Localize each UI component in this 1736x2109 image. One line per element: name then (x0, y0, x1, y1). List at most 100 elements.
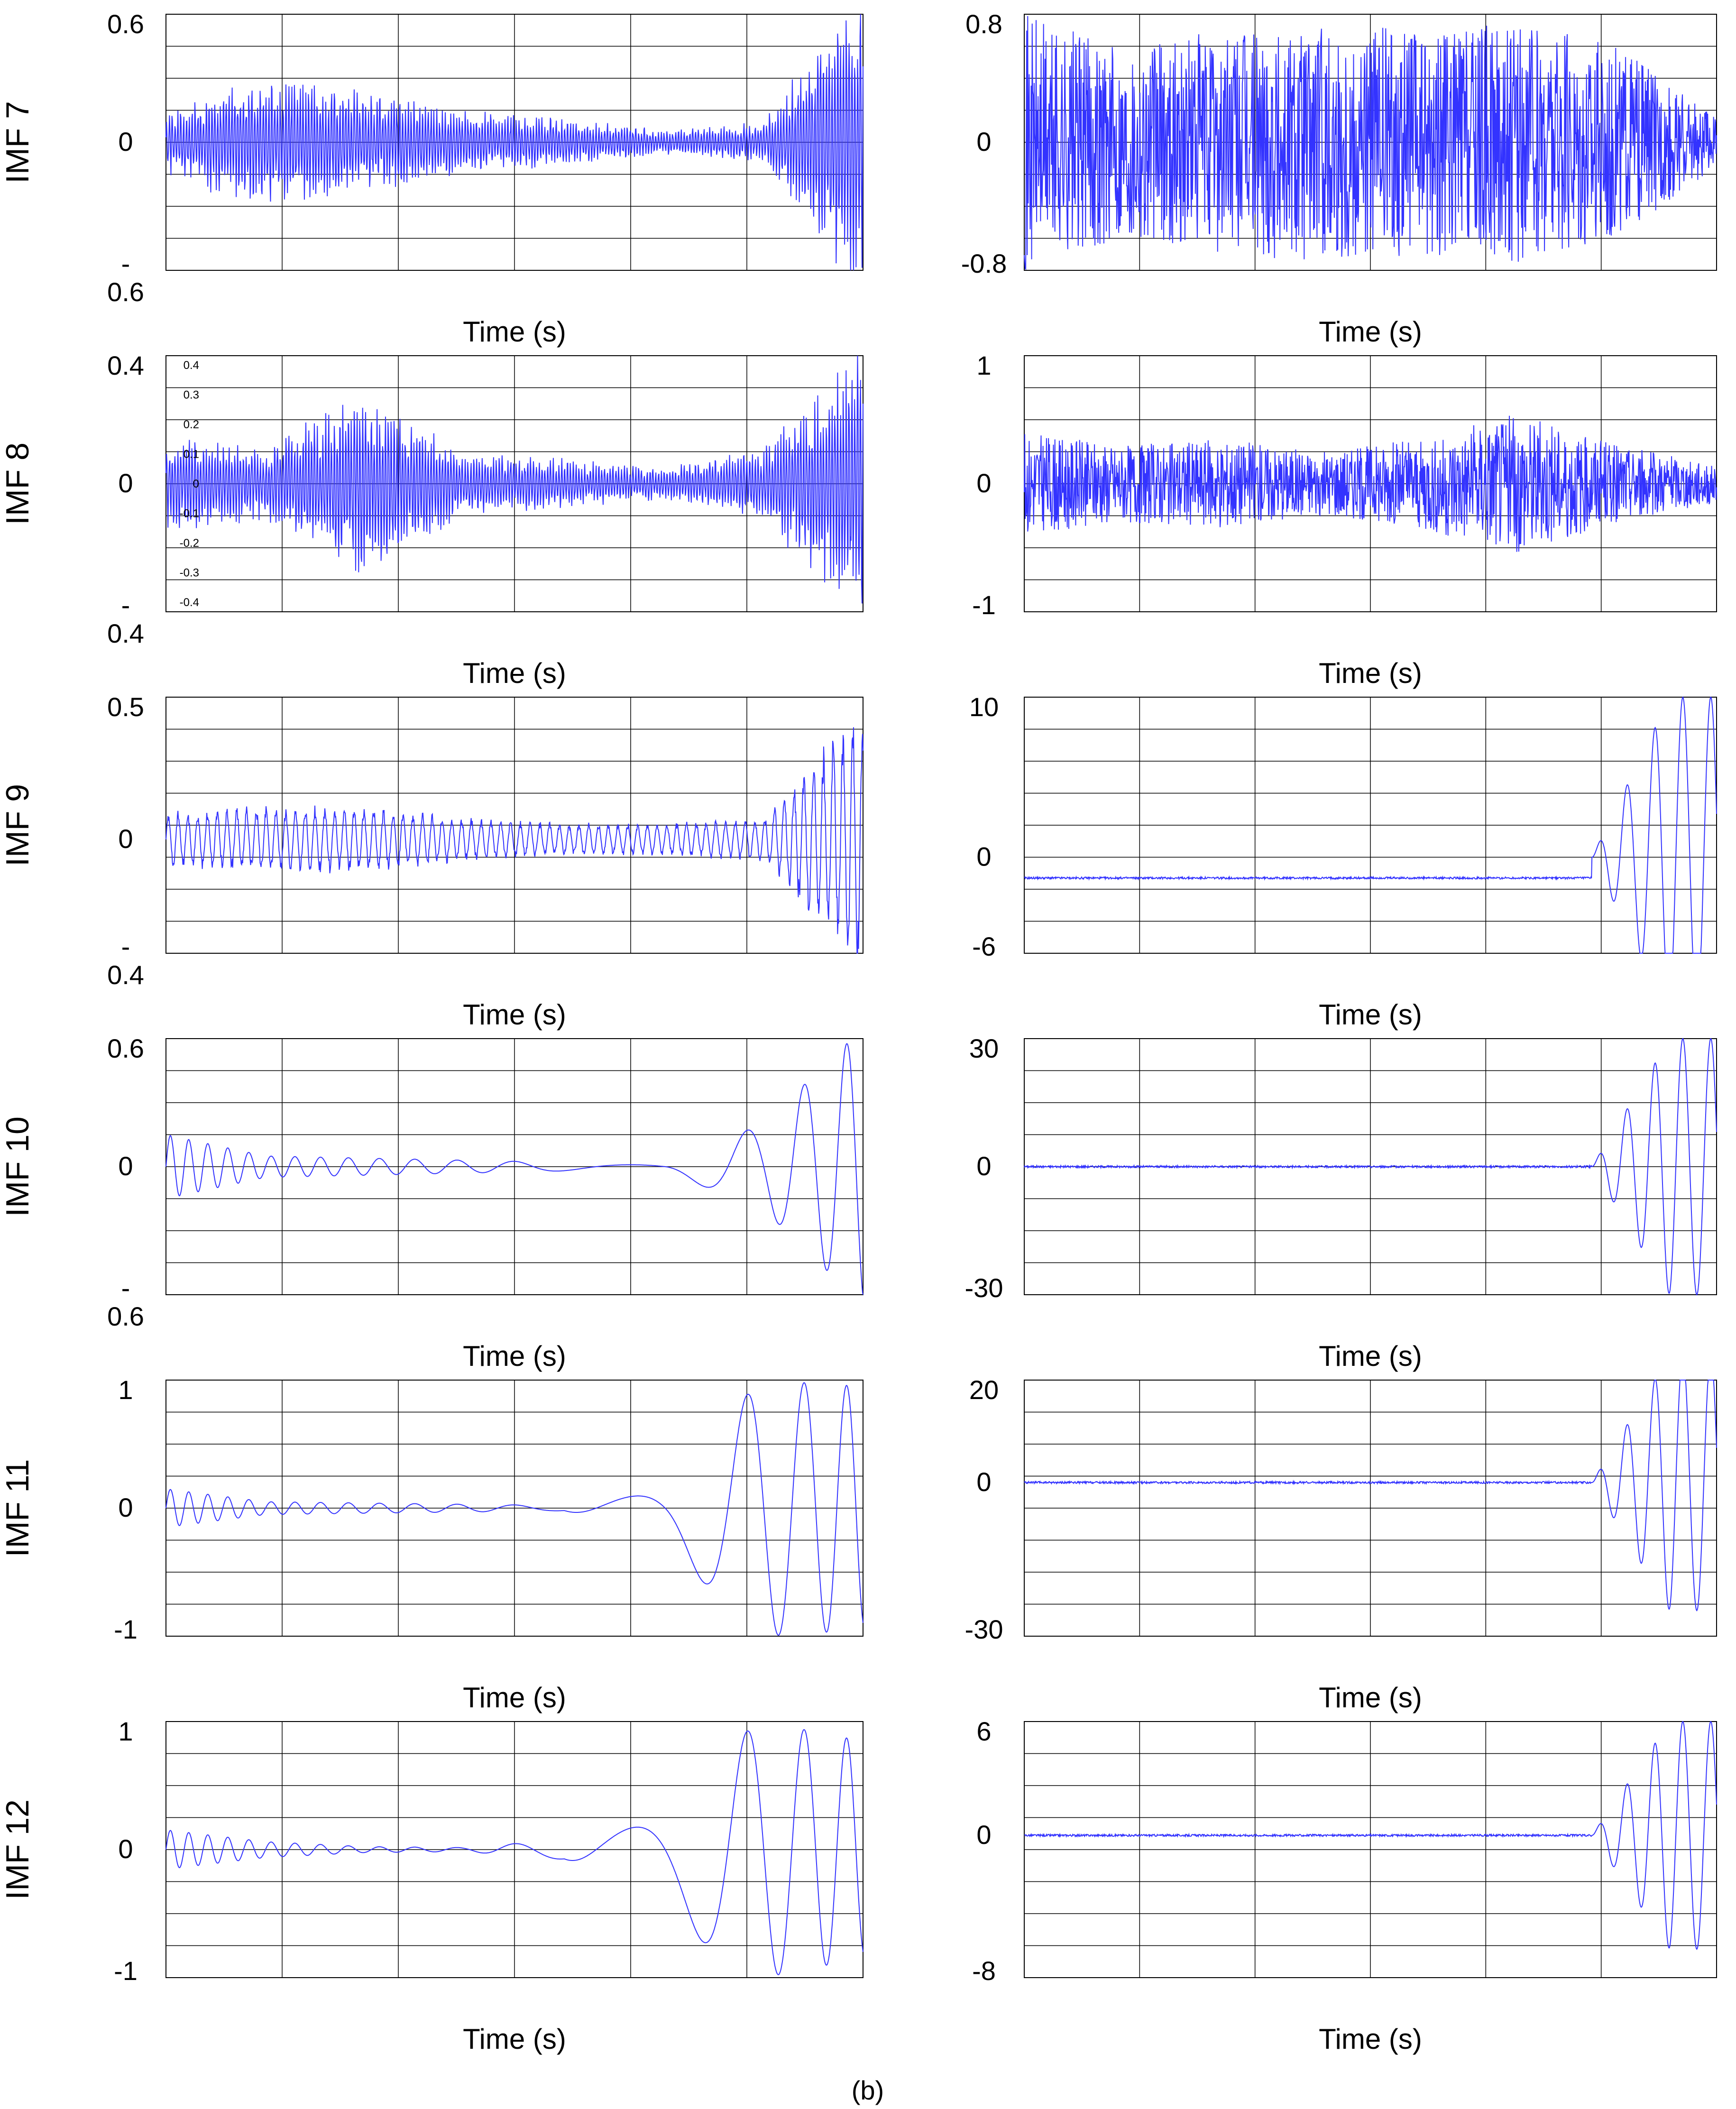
inner-tick-label: -0.3 (180, 567, 199, 580)
chart-panel: 0.40-0.40.40.30.20.10-0.1-0.2-0.3-0.4Tim… (0, 350, 863, 689)
y-tick-label: 20 (969, 1375, 999, 1405)
y-tick-label: 30 (969, 1033, 999, 1063)
y-tick-label: 0.6 (107, 1033, 144, 1063)
y-tick-label: -30 (965, 1614, 1003, 1644)
signal-line (165, 14, 863, 271)
signal-line (165, 1729, 863, 1975)
y-tick-label: 0 (118, 1834, 133, 1864)
y-tick-label-line: 10 (969, 692, 999, 722)
row-label: IMF 11 (0, 1459, 36, 1557)
y-tick-label-line: 0.6 (107, 1033, 144, 1063)
y-tick-label-line: 0 (976, 468, 991, 498)
y-tick-label-line: 1 (118, 1716, 133, 1746)
signal-line (1024, 1038, 1717, 1296)
y-tick-label-line: - (121, 590, 130, 620)
y-tick-label: 10 (969, 692, 999, 722)
y-tick-label: -0.4 (107, 931, 144, 990)
signal-line (165, 727, 863, 954)
y-tick-label: 1 (118, 1716, 133, 1746)
y-tick-label-line: 0.4 (107, 350, 144, 380)
y-tick-label: 0 (118, 1151, 133, 1181)
signal-line (1024, 415, 1717, 552)
inner-tick-label: -0.2 (180, 537, 199, 550)
x-axis-label: Time (s) (463, 657, 566, 689)
y-tick-label-line: -1 (114, 1956, 138, 1986)
y-tick-label-line: 0 (976, 1820, 991, 1850)
y-tick-label-line: 0 (976, 1467, 991, 1497)
y-tick-label-line: 0.4 (107, 618, 144, 648)
row-label: IMF 7 (0, 101, 36, 184)
y-tick-label-line: -1 (972, 590, 996, 620)
inner-tick-label: 0.4 (184, 359, 199, 372)
y-tick-label-line: 0.8 (965, 9, 1002, 39)
y-tick-label: 0 (118, 824, 133, 854)
x-axis-label: Time (s) (1319, 1340, 1422, 1372)
y-tick-label-line: 6 (976, 1716, 991, 1746)
x-axis-label: Time (s) (463, 316, 566, 348)
y-tick-label-line: 0 (976, 1151, 991, 1181)
inner-tick-label: 0 (193, 478, 199, 490)
chart-panel: 0.5 0 -0.4 Time (s) IMF 9 (0, 692, 863, 1031)
y-tick-label: -6 (972, 931, 996, 961)
y-tick-label-line: - (121, 249, 130, 278)
chart-panel: 10 0 -6 Time (s) (969, 692, 1717, 1031)
signal-line (1024, 16, 1717, 270)
y-tick-label-line: 0 (118, 824, 133, 854)
y-tick-label: 0 (976, 1151, 991, 1181)
y-tick-label-line: -30 (965, 1614, 1003, 1644)
signal-line (165, 1043, 863, 1295)
y-tick-label-line: 0 (118, 468, 133, 498)
x-axis-label: Time (s) (1319, 657, 1422, 689)
y-tick-label: 0.5 (107, 692, 144, 722)
signal-line (1024, 1721, 1717, 1950)
y-tick-label-line: 0 (118, 1834, 133, 1864)
y-tick-label: 0 (976, 1467, 991, 1497)
signal-line (165, 1382, 863, 1636)
y-tick-label-line: -30 (965, 1273, 1003, 1303)
y-tick-label-line: -8 (972, 1956, 996, 1986)
y-tick-label-line: - (121, 1273, 130, 1303)
chart-panel: 0.8 0 -0.8 Time (s) (961, 9, 1717, 348)
inner-tick-label: 0.1 (184, 448, 199, 461)
y-tick-label-line: - (121, 931, 130, 961)
y-tick-label-line: -0.8 (961, 249, 1007, 278)
x-axis-label: Time (s) (463, 1340, 566, 1372)
y-tick-label-line: 0.6 (107, 1301, 144, 1331)
y-tick-label: -8 (972, 1956, 996, 1986)
inner-tick-label: 0.3 (184, 389, 199, 402)
inner-tick-label: -0.1 (180, 507, 199, 520)
y-tick-label: 0 (976, 842, 991, 872)
y-tick-label: 0 (118, 468, 133, 498)
y-tick-label: 1 (118, 1375, 133, 1405)
signal-line (1024, 696, 1717, 954)
y-tick-label-line: 0.4 (107, 960, 144, 990)
y-tick-label-line: 0.6 (107, 9, 144, 39)
x-axis-label: Time (s) (463, 2023, 566, 2055)
chart-panel: 20 0 -30 Time (s) (965, 1375, 1717, 1713)
y-tick-label: -1 (972, 590, 996, 620)
x-axis-label: Time (s) (1319, 999, 1422, 1031)
x-axis-label: Time (s) (1319, 316, 1422, 348)
y-tick-label: 0.6 (107, 9, 144, 39)
chart-panel: 1 0 -1 Time (s) (972, 350, 1717, 689)
y-tick-label-line: 0 (118, 127, 133, 157)
y-tick-label-line: 0 (976, 127, 991, 157)
y-tick-label: 0 (976, 127, 991, 157)
row-label: IMF 9 (0, 784, 36, 866)
y-tick-label: -0.4 (107, 590, 144, 648)
x-axis-label: Time (s) (1319, 2023, 1422, 2055)
row-label: IMF 12 (0, 1799, 36, 1900)
y-tick-label: -0.6 (107, 249, 144, 307)
y-tick-label: 0.8 (965, 9, 1002, 39)
inner-tick-label: 0.2 (184, 418, 199, 431)
chart-panel: 6 0 -8 Time (s) (972, 1716, 1717, 2055)
y-tick-label: -30 (965, 1273, 1003, 1303)
row-label: IMF 8 (0, 442, 36, 525)
y-tick-label: 0 (976, 1820, 991, 1850)
y-tick-label: 0.4 (107, 350, 144, 380)
y-tick-label-line: 0.6 (107, 277, 144, 307)
signal-line (165, 355, 863, 604)
y-tick-label-line: -1 (114, 1614, 138, 1644)
y-tick-label: 0 (976, 468, 991, 498)
